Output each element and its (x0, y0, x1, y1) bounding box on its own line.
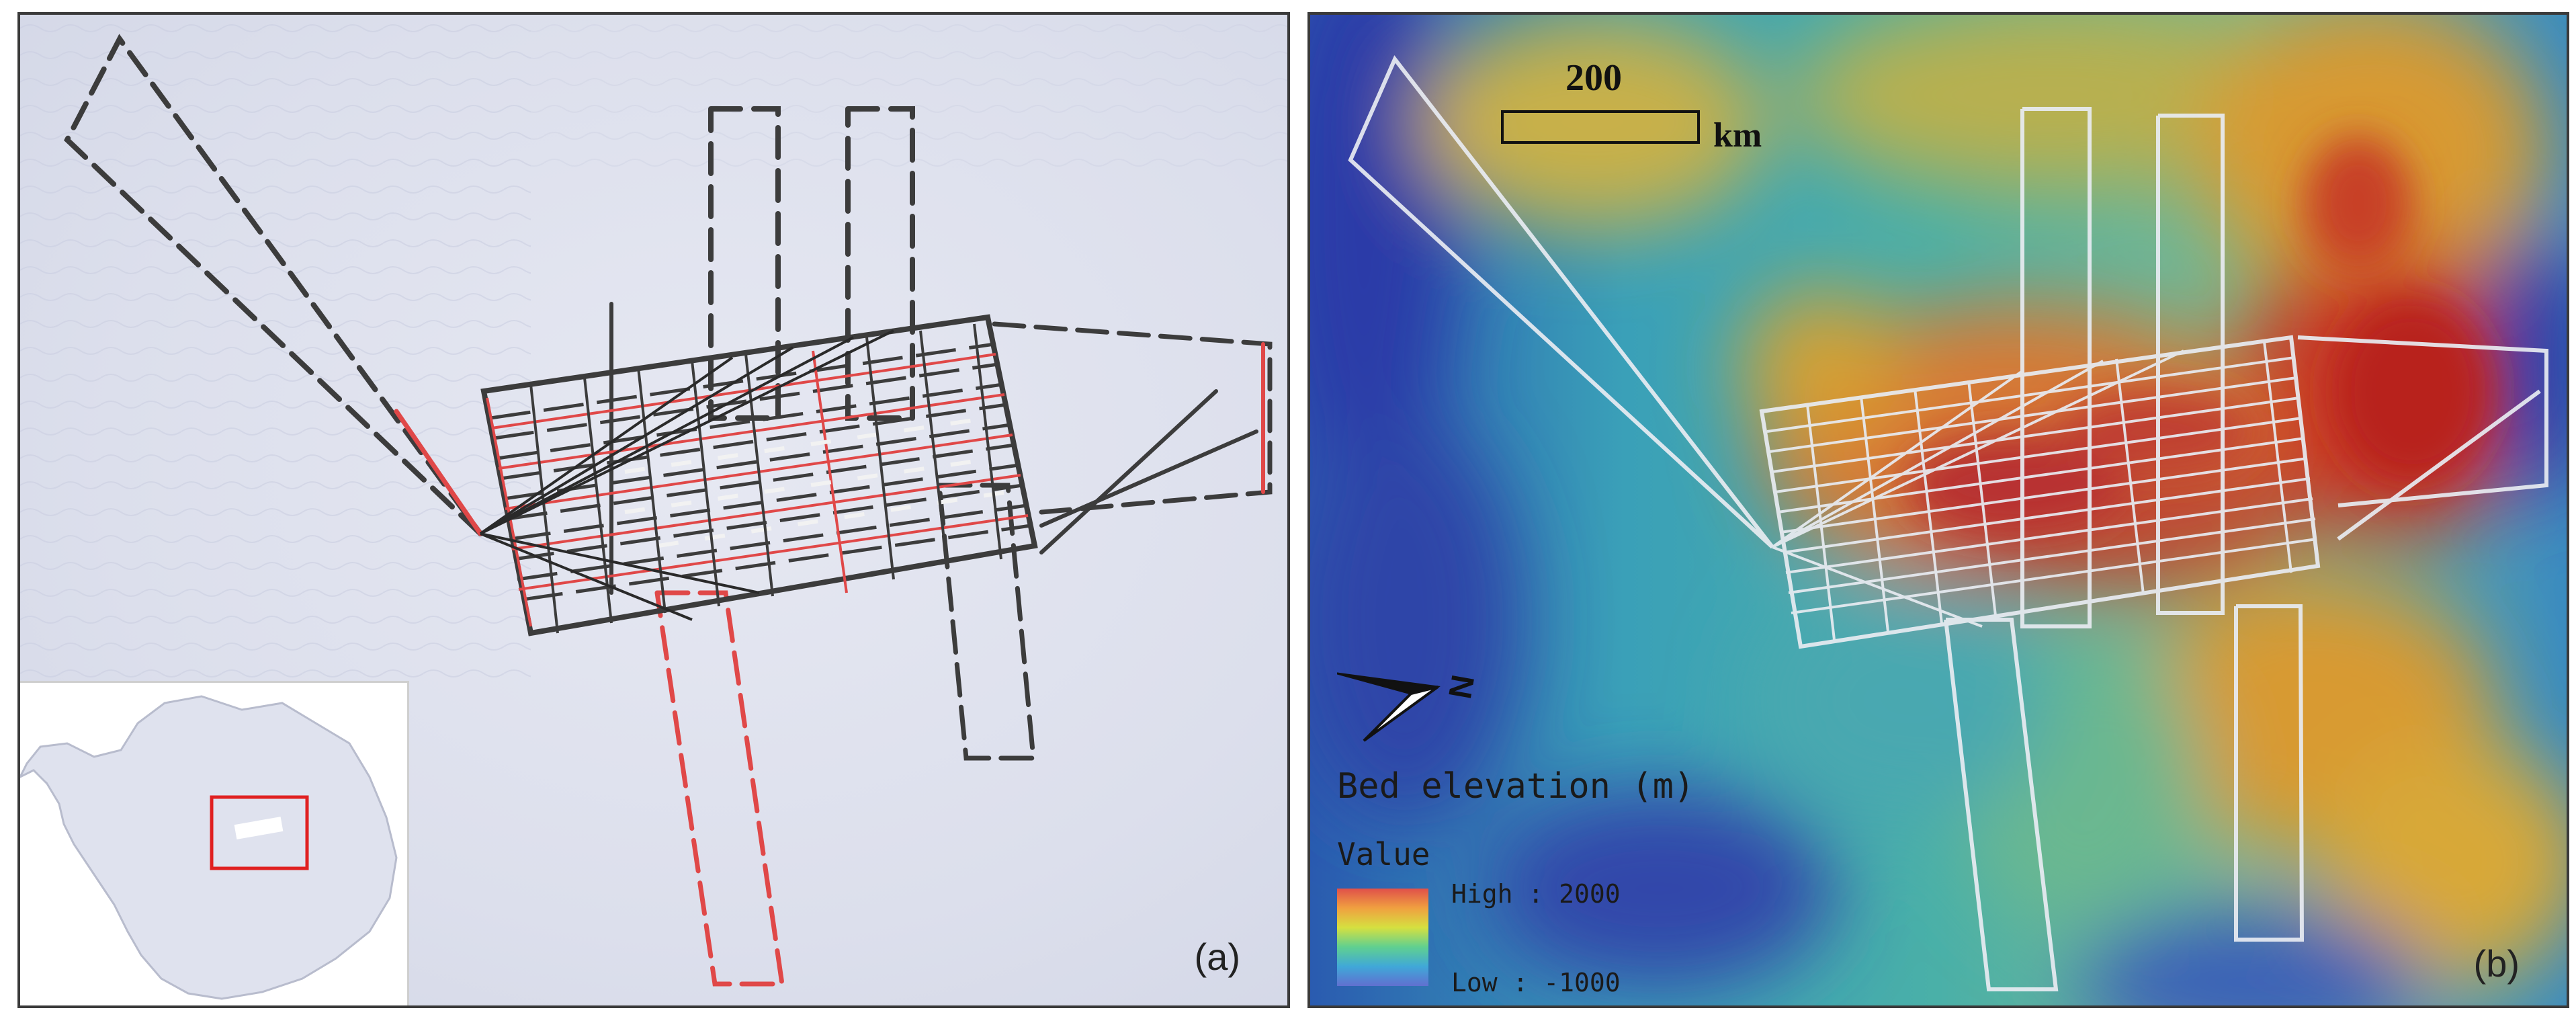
legend-title: Bed elevation (m) (1337, 766, 1695, 807)
legend-high-label: High : 2000 (1451, 879, 1621, 909)
track-wing-diag-1 (1039, 389, 1218, 554)
antarctica-inset-map (20, 681, 409, 1005)
survey-grid-crosslines (529, 323, 1002, 634)
track-b-survey-lines (1766, 341, 2317, 641)
ice-texture-left (20, 15, 531, 687)
north-arrow-icon (1337, 672, 1441, 742)
study-area-box (210, 795, 309, 870)
track-b-wing-right (2297, 335, 2548, 507)
ice-texture-top (531, 15, 1287, 176)
track-diagonal-red (394, 409, 483, 536)
track-leg-south-dark (937, 483, 1036, 761)
panel-label-a: (a) (1194, 936, 1240, 978)
north-arrow-svg: N (1337, 672, 1482, 742)
antarctica-continent (32, 695, 398, 1000)
track-diagonal-left (64, 34, 483, 536)
antarctic-peninsula (20, 746, 48, 785)
survey-grid-white-lines (624, 416, 1008, 548)
study-area-strip (234, 817, 284, 839)
track-b-diagonal (1348, 55, 1774, 549)
legend-low-label: Low : -1000 (1451, 968, 1621, 997)
track-wing-diag-2 (1039, 429, 1258, 528)
bed-elevation-svg (1310, 15, 2567, 1005)
track-b-leg-south-2 (2234, 604, 2305, 942)
scale-bar-value: 200 (1565, 57, 1622, 99)
north-arrow: N (1337, 660, 1498, 754)
panel-b-bed-elevation-map: 200 km N Bed elevation (m) Value High : … (1307, 12, 2569, 1008)
track-b-wing-diag (2337, 389, 2541, 541)
flight-tracks-white (1348, 55, 2548, 991)
track-b-leg-north-2 (2156, 114, 2225, 615)
track-b-leg-north-1 (2020, 107, 2092, 628)
north-arrow-label: N (1443, 672, 1482, 701)
legend-subtitle: Value (1337, 836, 1430, 872)
panel-a-satellite-map: (a) (17, 12, 1290, 1008)
scale-bar (1501, 110, 1700, 144)
scale-bar-unit: km (1713, 116, 1762, 155)
track-b-leg-south-1 (1944, 618, 2059, 991)
survey-grid (479, 314, 1038, 636)
antarctica-inset-svg (20, 695, 398, 1000)
track-leg-south-red (654, 590, 785, 987)
legend-color-ramp (1337, 889, 1428, 986)
survey-radial-lines (479, 329, 894, 621)
survey-grid-outline (480, 314, 1038, 636)
track-b-survey-outline (1759, 335, 2321, 649)
panel-label-b: (b) (2473, 942, 2520, 985)
track-wing-right (992, 321, 1273, 515)
